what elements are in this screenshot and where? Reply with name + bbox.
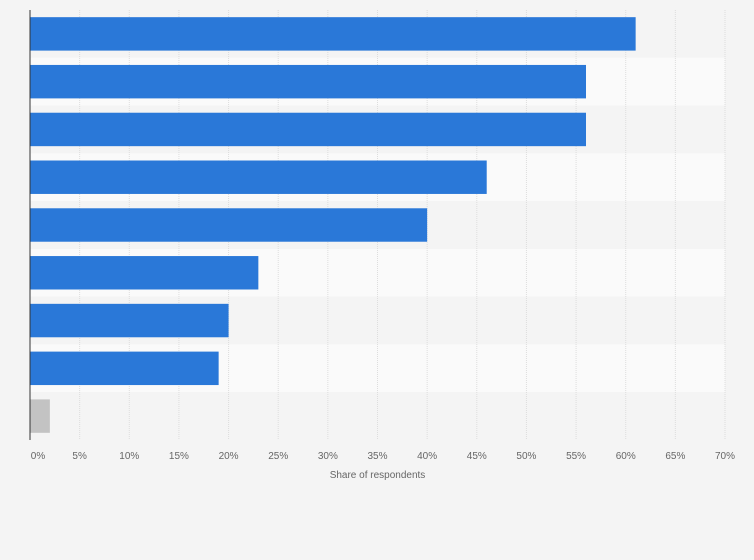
bar[interactable] [30, 351, 219, 386]
x-tick-label: 0% [31, 451, 46, 462]
x-tick-label: 35% [367, 451, 387, 462]
x-tick-label: 50% [516, 451, 536, 462]
bar[interactable] [30, 160, 487, 194]
x-tick-labels: 0% 5% 10% 15% 20% 25% 30% 35% 40% 45% 50% 55% 60% 65%… [31, 451, 735, 462]
x-tick-label: 65% [665, 451, 685, 462]
bars [30, 17, 636, 433]
x-tick-label: 70% [715, 451, 735, 462]
bar[interactable] [30, 208, 428, 242]
bar[interactable] [30, 399, 50, 433]
x-tick-label: 15% [169, 451, 189, 462]
bar[interactable] [30, 303, 229, 338]
x-tick-label: 45% [467, 451, 487, 462]
x-axis-title: Share of respondents [330, 470, 426, 481]
x-tick-label: 55% [566, 451, 586, 462]
bar[interactable] [30, 112, 586, 147]
x-tick-label: 10% [119, 451, 139, 462]
x-tick-label: 60% [616, 451, 636, 462]
bar[interactable] [30, 17, 636, 51]
bar[interactable] [30, 256, 259, 290]
x-tick-label: 40% [417, 451, 437, 462]
x-tick-label: 25% [268, 451, 288, 462]
x-tick-label: 5% [72, 451, 87, 462]
x-tick-label: 30% [318, 451, 338, 462]
x-tick-label: 20% [219, 451, 239, 462]
bar[interactable] [30, 64, 586, 99]
